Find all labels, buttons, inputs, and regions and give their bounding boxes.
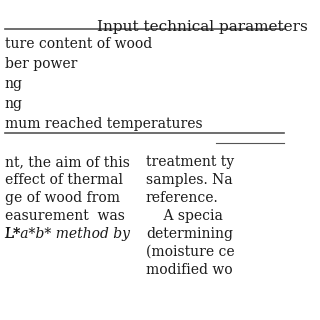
Text: Input technical parameters: Input technical parameters [97,20,308,34]
Text: mum reached temperatures: mum reached temperatures [4,117,202,131]
Text: treatment ty: treatment ty [146,155,234,169]
Text: A specia: A specia [146,209,223,223]
Text: ber power: ber power [4,57,77,71]
Text: ng: ng [4,97,22,111]
Text: (moisture cе: (moisture cе [146,245,235,259]
Text: reference.: reference. [146,191,219,205]
Text: effect of thermal: effect of thermal [4,173,123,187]
Text: L*: L* [4,227,20,241]
Text: L*a*b* method by: L*a*b* method by [4,227,131,241]
Text: nt, the aim of this: nt, the aim of this [4,155,129,169]
Text: modified wо: modified wо [146,263,233,277]
Text: ng: ng [4,77,22,91]
Text: ture content of wood: ture content of wood [4,37,152,51]
Text: determining: determining [146,227,233,241]
Text: samples. Na: samples. Na [146,173,233,187]
Text: ge of wood from: ge of wood from [4,191,119,205]
Text: easurement  was: easurement was [4,209,124,223]
